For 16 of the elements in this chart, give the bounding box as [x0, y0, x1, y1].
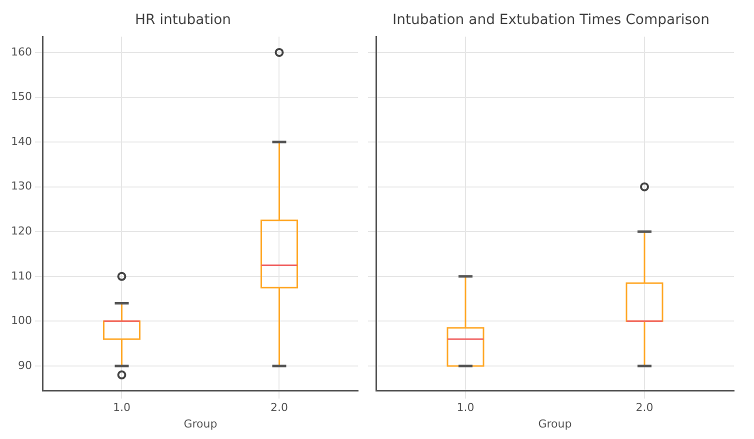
- chart-title: Intubation and Extubation Times Comparison: [392, 12, 710, 28]
- x-axis-title: Group: [538, 417, 572, 430]
- x-axis-title: Group: [184, 417, 218, 430]
- x-tick-label: 2.0: [636, 401, 654, 414]
- chart-title: HR intubation: [134, 12, 232, 28]
- y-tick-label: 110: [10, 269, 32, 282]
- x-tick-label: 1.0: [456, 401, 474, 414]
- y-tick-label: 150: [10, 90, 32, 104]
- x-tick-label: 1.0: [112, 401, 130, 414]
- y-tick-label: 130: [10, 180, 32, 193]
- y-tick-label: 140: [10, 134, 32, 148]
- x-tick-label: 2.0: [270, 401, 288, 414]
- y-tick-label: 160: [10, 45, 32, 58]
- y-tick-label: 90: [18, 358, 32, 372]
- y-tick-label: 100: [10, 314, 32, 328]
- y-tick-label: 120: [10, 224, 32, 238]
